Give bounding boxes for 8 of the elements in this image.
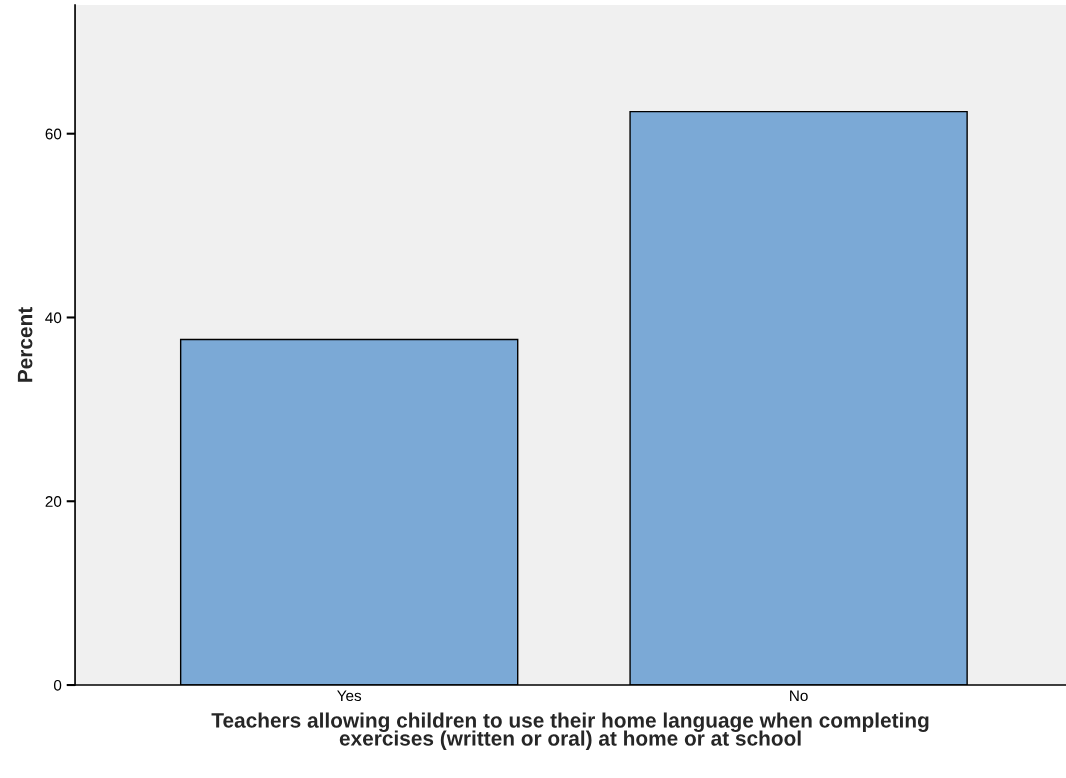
y-axis-title: Percent	[17, 307, 33, 382]
y-tick-label: 40	[45, 312, 62, 324]
y-tick-label: 20	[45, 496, 62, 507]
y-tick-label: 60	[45, 128, 62, 140]
x-tick-label: No	[790, 690, 808, 702]
x-axis-title: Teachers allowing children to use their home language when completing exercises (written or oral) at home or at school	[211, 712, 929, 750]
y-tick-label: 0	[53, 679, 62, 691]
x-tick-label: Yes	[337, 690, 362, 702]
